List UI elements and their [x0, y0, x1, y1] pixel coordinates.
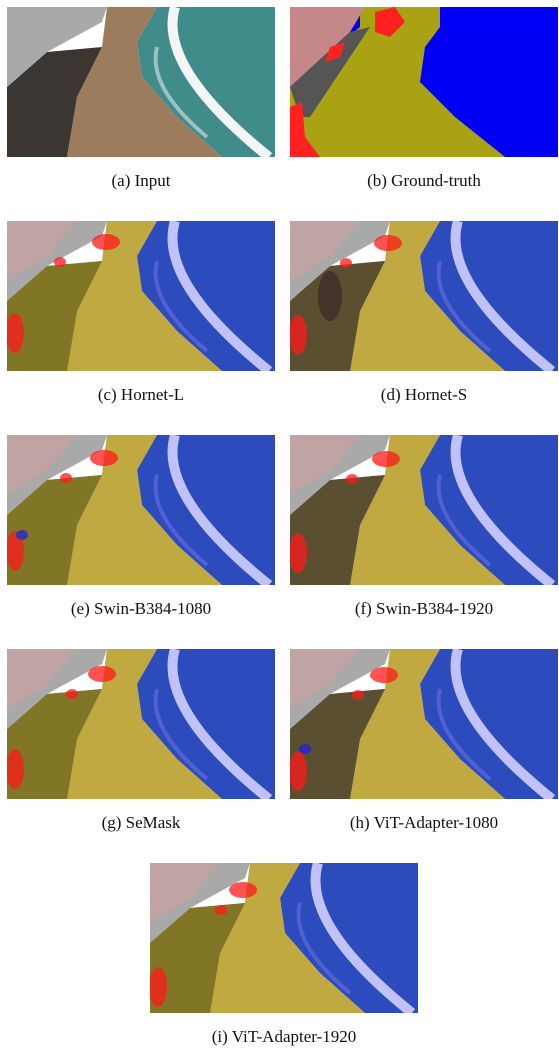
image-region: [16, 530, 28, 540]
caption: (h) ViT-Adapter-1080: [290, 813, 558, 833]
panel: (d) Hornet-S: [290, 221, 558, 405]
figure: (a) Input (b) Ground-truth (c) Hornet-L …: [0, 0, 559, 1053]
image: [290, 221, 558, 371]
caption: (i) ViT-Adapter-1920: [150, 1027, 418, 1047]
caption: (c) Hornet-L: [7, 385, 275, 405]
image-region: [346, 474, 358, 484]
caption: (b) Ground-truth: [290, 171, 558, 191]
image: [7, 221, 275, 371]
image-region: [290, 649, 558, 799]
image-region: [318, 271, 342, 321]
image-region: [290, 435, 558, 585]
image: [290, 649, 558, 799]
image-region: [229, 882, 257, 898]
panel: (b) Ground-truth: [290, 7, 558, 191]
image-region: [54, 257, 66, 267]
image: [290, 435, 558, 585]
image-region: [215, 905, 227, 915]
panel: (f) Swin-B384-1920: [290, 435, 558, 619]
panel: (e) Swin-B384-1080: [7, 435, 275, 619]
image-region: [7, 649, 275, 799]
image-region: [7, 221, 275, 371]
image-region: [150, 863, 418, 1013]
image-region: [7, 435, 275, 585]
image-region: [370, 667, 398, 683]
caption: (d) Hornet-S: [290, 385, 558, 405]
panel: (c) Hornet-L: [7, 221, 275, 405]
panel: (g) SeMask: [7, 649, 275, 833]
panel: (h) ViT-Adapter-1080: [290, 649, 558, 833]
caption: (f) Swin-B384-1920: [290, 599, 558, 619]
image: [290, 7, 558, 157]
caption: (a) Input: [7, 171, 275, 191]
panel: (i) ViT-Adapter-1920: [150, 863, 418, 1047]
image-region: [90, 450, 118, 466]
panel: (a) Input: [7, 7, 275, 191]
image-region: [60, 473, 72, 483]
image: [7, 7, 275, 157]
caption: (g) SeMask: [7, 813, 275, 833]
image-region: [88, 666, 116, 682]
image-region: [372, 451, 400, 467]
image-region: [299, 744, 311, 754]
image-region: [66, 689, 78, 699]
image: [150, 863, 418, 1013]
caption: (e) Swin-B384-1080: [7, 599, 275, 619]
image: [7, 649, 275, 799]
image-region: [92, 234, 120, 250]
image: [7, 435, 275, 585]
image-region: [340, 258, 352, 268]
image-region: [374, 235, 402, 251]
image-region: [352, 690, 364, 700]
